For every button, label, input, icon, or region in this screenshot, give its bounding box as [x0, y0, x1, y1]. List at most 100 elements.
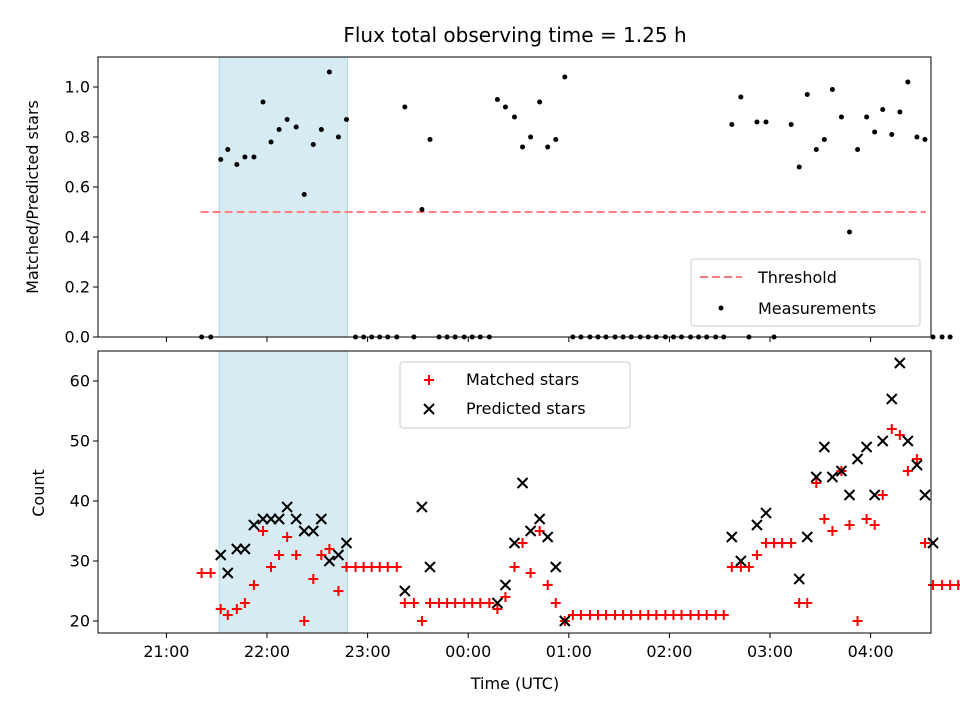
- ratio-y-tick-label: 0.2: [65, 278, 90, 297]
- predicted-star-point: [726, 531, 738, 543]
- matched-star-point: [205, 568, 216, 578]
- measurement-point: [864, 114, 870, 120]
- measurement-point: [218, 157, 224, 162]
- matched-star-point: [676, 610, 687, 620]
- matched-star-point: [509, 562, 520, 572]
- measurement-point: [729, 122, 735, 127]
- matched-legend-marker: [424, 375, 434, 385]
- measurement-point: [804, 92, 810, 97]
- measurement-point: [528, 134, 534, 140]
- measurement-point: [813, 147, 819, 152]
- predicted-star-point: [818, 441, 831, 453]
- measurement-point: [847, 229, 853, 235]
- count-y-tick-label: 30: [70, 552, 90, 571]
- predicted-star-point: [298, 525, 310, 537]
- count-axes-frame: [97, 350, 932, 634]
- measurement-point: [502, 104, 508, 110]
- predicted-star-point: [323, 555, 336, 567]
- predicted-star-point: [877, 435, 889, 447]
- count-y-tick-label: 20: [70, 612, 90, 631]
- measurement-point: [225, 147, 231, 152]
- measurement-point: [796, 164, 802, 170]
- measurement-point: [930, 334, 936, 340]
- count-panel: 20 30 40 50 60 21:00 22:00 23:00 00:00 01:00 02:00…: [29, 350, 960, 693]
- measurement-point: [889, 132, 895, 137]
- measurement-point: [738, 94, 744, 100]
- matched-star-point: [399, 598, 410, 608]
- measurement-point: [821, 137, 827, 142]
- matched-star-point: [382, 562, 393, 572]
- matched-star-point: [475, 598, 486, 608]
- matched-star-point: [743, 562, 754, 572]
- predicted-star-point: [793, 573, 805, 585]
- matched-star-point: [534, 526, 545, 536]
- predicted-star-point: [215, 549, 227, 561]
- predicted-star-point: [550, 561, 562, 573]
- matched-star-point: [550, 598, 561, 608]
- ratio-y-tick-label: 0.4: [65, 228, 90, 247]
- predicted-star-point: [399, 585, 411, 597]
- measurement-point: [276, 127, 282, 132]
- measurements-legend-label: Measurements: [758, 299, 876, 318]
- predicted-legend-label: Predicted stars: [466, 399, 586, 418]
- matched-star-point: [450, 598, 461, 608]
- ratio-y-tick-label: 0.0: [65, 328, 90, 347]
- measurement-point: [838, 114, 844, 120]
- predicted-star-point: [222, 567, 234, 579]
- predicted-star-point: [524, 525, 537, 537]
- measurement-point: [234, 162, 240, 167]
- predicted-star-point: [340, 537, 353, 549]
- predicted-star-point: [911, 459, 923, 471]
- matched-star-point: [844, 520, 855, 530]
- measurement-point: [318, 127, 324, 132]
- matched-star-point: [196, 568, 207, 578]
- matched-star-point: [869, 520, 880, 530]
- matched-star-point: [484, 598, 495, 608]
- ratio-axis-ticks: 0.0 0.2 0.4 0.6 0.8 1.0: [65, 78, 872, 347]
- matched-star-point: [902, 466, 913, 476]
- predicted-star-point: [424, 561, 436, 573]
- measurement-point: [897, 109, 903, 115]
- count-x-tick-label: 00:00: [445, 642, 491, 661]
- matched-legend-label: Matched stars: [466, 370, 579, 389]
- predicted-star-point: [927, 537, 939, 549]
- figure-title: Flux total observing time = 1.25 h: [343, 23, 686, 47]
- predicted-star-point: [843, 489, 856, 501]
- measurement-point: [855, 147, 861, 152]
- matched-star-point: [416, 616, 427, 626]
- matched-stars-series: [196, 424, 960, 626]
- matched-star-point: [274, 550, 285, 560]
- measurement-point: [293, 124, 299, 130]
- matched-star-point: [911, 454, 922, 464]
- predicted-star-point: [751, 519, 763, 531]
- predicted-star-point: [760, 507, 772, 519]
- measurement-point: [553, 137, 559, 142]
- count-x-tick-label: 23:00: [345, 642, 391, 661]
- measurements-legend-marker: [718, 305, 724, 311]
- matched-star-point: [701, 610, 712, 620]
- matched-star-point: [777, 538, 788, 548]
- count-legend: Matched stars Predicted stars: [399, 361, 631, 429]
- time-x-axis-label: Time (UTC): [470, 674, 559, 693]
- ratio-legend: Threshold Measurements: [690, 258, 921, 327]
- matched-star-point: [215, 604, 226, 614]
- matched-star-point: [718, 610, 729, 620]
- predicted-star-point: [801, 531, 813, 543]
- count-highlight-band: [218, 350, 348, 634]
- predicted-star-point: [851, 453, 864, 465]
- predicted-star-point: [919, 489, 931, 501]
- matched-star-point: [575, 610, 586, 620]
- measurement-point: [537, 99, 543, 105]
- measurement-point: [326, 69, 332, 75]
- ratio-highlight-band: [218, 56, 348, 338]
- predicted-star-point: [835, 465, 848, 477]
- measurement-point: [419, 207, 425, 212]
- predicted-star-point: [541, 531, 554, 543]
- matched-star-point: [953, 580, 960, 590]
- matched-star-point: [786, 538, 797, 548]
- measurement-point: [880, 107, 886, 112]
- predicted-star-point: [290, 513, 302, 525]
- measurement-point: [914, 134, 920, 140]
- count-axis-ticks: 20 30 40 50 60 21:00 22:00 23:00 00:00 01:00 02:00…: [70, 372, 894, 662]
- measurement-point: [545, 144, 551, 150]
